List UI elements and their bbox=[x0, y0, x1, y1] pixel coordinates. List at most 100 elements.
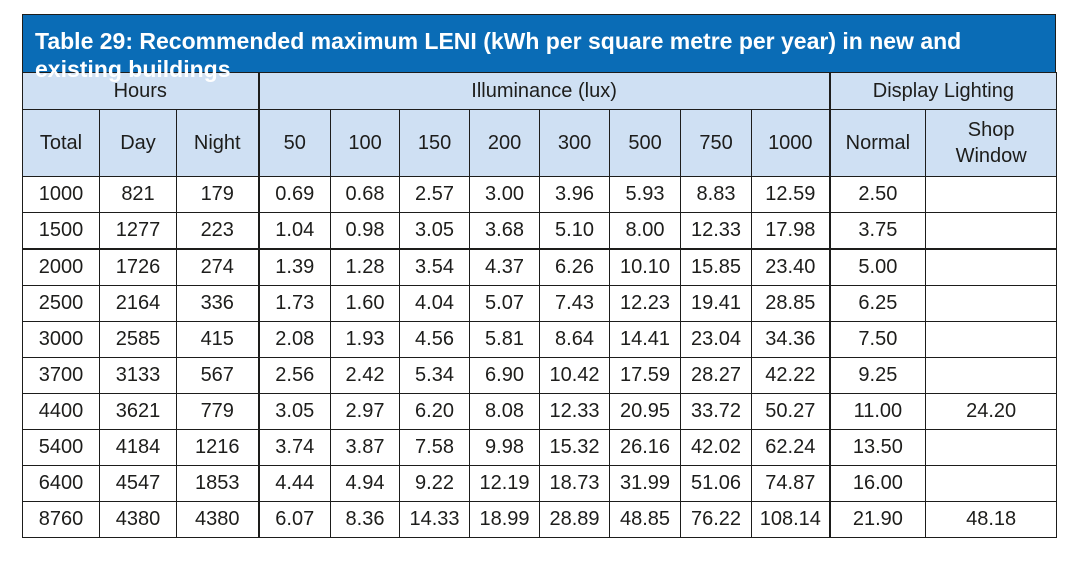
cell-lux-100: 4.94 bbox=[330, 465, 401, 502]
cell-lux-500: 14.41 bbox=[609, 321, 682, 358]
cell-normal: 21.90 bbox=[829, 501, 927, 538]
cell-night: 179 bbox=[175, 176, 260, 213]
cell-day: 4380 bbox=[99, 501, 177, 538]
cell-lux-200: 9.98 bbox=[469, 429, 541, 466]
cell-lux-300: 10.42 bbox=[539, 357, 611, 394]
cell-lux-500: 26.16 bbox=[609, 429, 682, 466]
cell-shop-window bbox=[925, 176, 1058, 213]
table-body: 1000 821 179 0.69 0.68 2.57 3.00 3.96 5.93 8.83 12… bbox=[22, 176, 1058, 538]
cell-lux-1000: 62.24 bbox=[751, 429, 831, 466]
cell-lux-150: 2.57 bbox=[399, 176, 471, 213]
cell-lux-50: 3.05 bbox=[258, 393, 332, 430]
cell-lux-100: 1.28 bbox=[330, 248, 401, 286]
cell-lux-150: 4.04 bbox=[399, 285, 471, 322]
col-lux-200: 200 bbox=[469, 109, 541, 177]
cell-lux-500: 48.85 bbox=[609, 501, 682, 538]
cell-lux-300: 3.96 bbox=[539, 176, 611, 213]
cell-lux-750: 19.41 bbox=[680, 285, 753, 322]
col-lux-50: 50 bbox=[258, 109, 332, 177]
cell-lux-50: 6.07 bbox=[258, 501, 332, 538]
cell-lux-50: 2.56 bbox=[258, 357, 332, 394]
cell-lux-150: 14.33 bbox=[399, 501, 471, 538]
table-row: 1500 1277 223 1.04 0.98 3.05 3.68 5.10 8.00 12.33… bbox=[22, 212, 1058, 250]
cell-lux-300: 12.33 bbox=[539, 393, 611, 430]
cell-lux-500: 31.99 bbox=[609, 465, 682, 502]
cell-lux-100: 2.97 bbox=[330, 393, 401, 430]
cell-day: 3133 bbox=[99, 357, 177, 394]
cell-lux-200: 8.08 bbox=[469, 393, 541, 430]
col-lux-1000: 1000 bbox=[751, 109, 831, 177]
cell-lux-100: 1.60 bbox=[330, 285, 401, 322]
cell-lux-100: 0.68 bbox=[330, 176, 401, 213]
cell-lux-150: 9.22 bbox=[399, 465, 471, 502]
column-header-row: Total Day Night 50 100 150 200 300 500 7… bbox=[22, 109, 1058, 177]
cell-total: 2500 bbox=[22, 285, 100, 322]
cell-lux-1000: 74.87 bbox=[751, 465, 831, 502]
cell-lux-1000: 28.85 bbox=[751, 285, 831, 322]
cell-normal: 2.50 bbox=[829, 176, 927, 213]
cell-lux-750: 33.72 bbox=[680, 393, 753, 430]
cell-lux-750: 23.04 bbox=[680, 321, 753, 358]
cell-lux-150: 7.58 bbox=[399, 429, 471, 466]
col-lux-500: 500 bbox=[609, 109, 682, 177]
cell-normal: 5.00 bbox=[829, 248, 927, 286]
cell-lux-500: 5.93 bbox=[609, 176, 682, 213]
cell-night: 567 bbox=[175, 357, 260, 394]
cell-lux-50: 2.08 bbox=[258, 321, 332, 358]
col-lux-300: 300 bbox=[539, 109, 611, 177]
cell-day: 2585 bbox=[99, 321, 177, 358]
cell-lux-300: 6.26 bbox=[539, 248, 611, 286]
cell-normal: 13.50 bbox=[829, 429, 927, 466]
cell-lux-1000: 17.98 bbox=[751, 212, 831, 250]
cell-lux-300: 5.10 bbox=[539, 212, 611, 250]
cell-lux-200: 12.19 bbox=[469, 465, 541, 502]
cell-day: 3621 bbox=[99, 393, 177, 430]
cell-day: 2164 bbox=[99, 285, 177, 322]
illuminance-group-header: Illuminance (lux) bbox=[258, 72, 831, 110]
cell-night: 274 bbox=[175, 248, 260, 286]
cell-lux-50: 3.74 bbox=[258, 429, 332, 466]
col-lux-100: 100 bbox=[330, 109, 401, 177]
cell-lux-750: 76.22 bbox=[680, 501, 753, 538]
cell-lux-500: 8.00 bbox=[609, 212, 682, 250]
cell-total: 8760 bbox=[22, 501, 100, 538]
table-caption: Table 29: Recommended maximum LENI (kWh … bbox=[22, 14, 1056, 82]
cell-lux-200: 4.37 bbox=[469, 248, 541, 286]
cell-lux-200: 5.81 bbox=[469, 321, 541, 358]
cell-lux-750: 15.85 bbox=[680, 248, 753, 286]
cell-lux-100: 1.93 bbox=[330, 321, 401, 358]
cell-lux-500: 17.59 bbox=[609, 357, 682, 394]
cell-total: 2000 bbox=[22, 248, 100, 286]
col-night: Night bbox=[175, 109, 260, 177]
cell-lux-50: 1.73 bbox=[258, 285, 332, 322]
cell-day: 4547 bbox=[99, 465, 177, 502]
display-lighting-group-header: Display Lighting bbox=[829, 72, 1058, 110]
cell-total: 6400 bbox=[22, 465, 100, 502]
cell-lux-1000: 34.36 bbox=[751, 321, 831, 358]
cell-night: 779 bbox=[175, 393, 260, 430]
cell-lux-150: 6.20 bbox=[399, 393, 471, 430]
cell-lux-300: 8.64 bbox=[539, 321, 611, 358]
cell-night: 336 bbox=[175, 285, 260, 322]
cell-lux-1000: 23.40 bbox=[751, 248, 831, 286]
cell-lux-200: 6.90 bbox=[469, 357, 541, 394]
table-row: 4400 3621 779 3.05 2.97 6.20 8.08 12.33 20.95 33.… bbox=[22, 393, 1058, 430]
cell-lux-750: 8.83 bbox=[680, 176, 753, 213]
cell-lux-100: 3.87 bbox=[330, 429, 401, 466]
cell-night: 415 bbox=[175, 321, 260, 358]
cell-lux-50: 1.04 bbox=[258, 212, 332, 250]
cell-normal: 3.75 bbox=[829, 212, 927, 250]
table-row: 1000 821 179 0.69 0.68 2.57 3.00 3.96 5.93 8.83 12… bbox=[22, 176, 1058, 213]
cell-lux-100: 8.36 bbox=[330, 501, 401, 538]
cell-lux-750: 42.02 bbox=[680, 429, 753, 466]
cell-total: 4400 bbox=[22, 393, 100, 430]
cell-lux-1000: 50.27 bbox=[751, 393, 831, 430]
cell-lux-100: 0.98 bbox=[330, 212, 401, 250]
cell-shop-window bbox=[925, 465, 1058, 502]
leni-table: Hours Illuminance (lux) Display Lighting… bbox=[21, 72, 1058, 538]
table-row: 6400 4547 1853 4.44 4.94 9.22 12.19 18.73 31.99 5… bbox=[22, 465, 1058, 502]
col-day: Day bbox=[99, 109, 177, 177]
cell-lux-1000: 12.59 bbox=[751, 176, 831, 213]
cell-lux-100: 2.42 bbox=[330, 357, 401, 394]
cell-lux-750: 12.33 bbox=[680, 212, 753, 250]
